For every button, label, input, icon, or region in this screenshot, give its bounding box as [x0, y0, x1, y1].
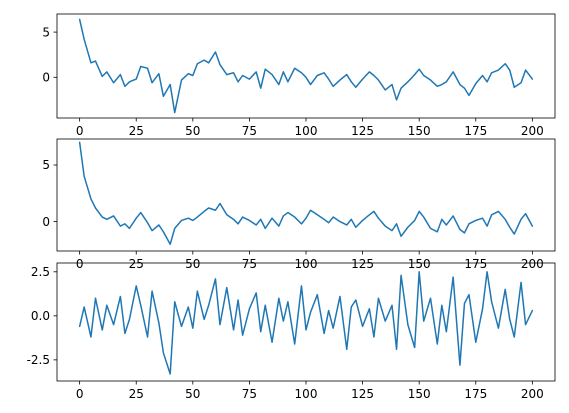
x-tick-label-2-2: 50 [185, 257, 200, 271]
y-tick-label-3-1: 0.0 [31, 309, 50, 323]
x-tick-label-3-8: 200 [521, 387, 544, 401]
x-tick-label-3-5: 125 [351, 387, 374, 401]
x-tick-label-2-8: 200 [521, 257, 544, 271]
x-tick-label-1-2: 50 [185, 124, 200, 138]
series-line-3-1 [78, 271, 534, 375]
x-tick-label-1-8: 200 [521, 124, 544, 138]
x-tick-label-2-7: 175 [464, 257, 487, 271]
subplot-1: 0 25 50 75 100 125 150 175 200 0 5 [42, 13, 556, 138]
x-tick-label-2-0: 0 [76, 257, 84, 271]
y-tick-label-2-0: 0 [42, 215, 50, 229]
x-tick-label-3-3: 75 [242, 387, 257, 401]
series-line-2-1 [78, 141, 534, 245]
x-tick-label-1-5: 125 [351, 124, 374, 138]
x-tick-label-1-4: 100 [295, 124, 318, 138]
y-tick-label-3-2: 2.5 [31, 265, 50, 279]
x-tick-label-2-3: 75 [242, 257, 257, 271]
series-line-1-1 [78, 18, 534, 114]
subplot-2: 0 25 50 75 100 125 150 175 200 0 5 [42, 138, 556, 271]
y-tick-label-2-1: 5 [42, 158, 50, 172]
y-tick-label-1-0: 0 [42, 71, 50, 85]
subplot-3: 0 25 50 75 100 125 150 175 200 -2.5 0.0 2.5 [27, 262, 556, 401]
x-tick-label-1-1: 25 [129, 124, 144, 138]
x-tick-label-2-4: 100 [295, 257, 318, 271]
x-tick-label-1-0: 0 [76, 124, 84, 138]
x-tick-label-2-1: 25 [129, 257, 144, 271]
x-tick-label-3-1: 25 [129, 387, 144, 401]
x-tick-label-1-6: 150 [408, 124, 431, 138]
x-tick-label-3-2: 50 [185, 387, 200, 401]
x-tick-label-3-6: 150 [408, 387, 431, 401]
x-tick-label-1-7: 175 [464, 124, 487, 138]
x-tick-label-2-6: 150 [408, 257, 431, 271]
y-tick-label-1-1: 5 [42, 25, 50, 39]
x-tick-label-3-0: 0 [76, 387, 84, 401]
y-tick-label-3-0: -2.5 [27, 353, 50, 367]
x-tick-label-2-5: 125 [351, 257, 374, 271]
x-tick-label-3-7: 175 [464, 387, 487, 401]
x-tick-label-3-4: 100 [295, 387, 318, 401]
x-tick-label-1-3: 75 [242, 124, 257, 138]
